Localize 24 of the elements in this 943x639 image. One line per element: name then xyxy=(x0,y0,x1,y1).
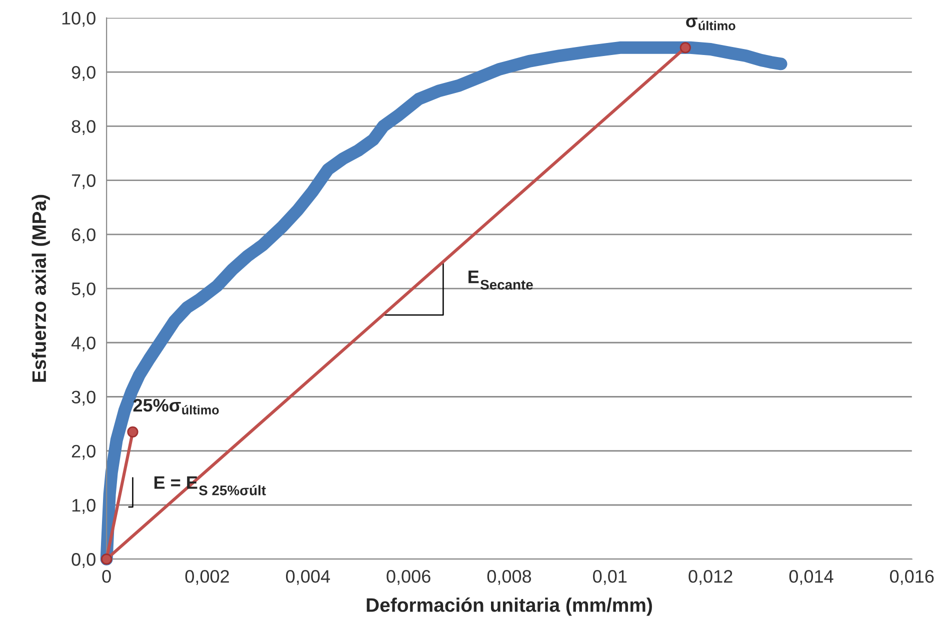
y-tick-label: 2,0 xyxy=(72,444,96,460)
y-tick-label: 1,0 xyxy=(72,498,96,514)
annotation: σ$_{último}$ xyxy=(686,18,736,30)
x-tick-label: 0,006 xyxy=(386,570,430,585)
x-tick-label: 0,016 xyxy=(890,570,934,585)
x-tick-label: 0,008 xyxy=(487,570,532,585)
y-tick-label: 8,0 xyxy=(72,120,96,135)
y-tick-label: 5,0 xyxy=(72,282,96,298)
y-tick-label: 10,0 xyxy=(62,12,96,27)
x-tick-label: 0 xyxy=(102,570,111,583)
y-tick-label: 7,0 xyxy=(72,174,96,190)
y-tick-label: 3,0 xyxy=(72,390,96,406)
x-tick-label: 0,002 xyxy=(185,570,229,585)
x-axis-title: Deformación unitaria (mm/mm) xyxy=(366,597,652,616)
y-tick-label: 4,0 xyxy=(71,336,96,352)
y-axis-title: Esfuerzo axial (MPa) xyxy=(32,194,50,382)
y-tick-label: 6,0 xyxy=(72,228,96,244)
y-tick-label: 0,0 xyxy=(72,553,96,568)
x-tick-label: 0,012 xyxy=(688,570,732,585)
x-tick-label: 0,014 xyxy=(789,570,834,585)
annotation: 25%σ$_{último}$ xyxy=(133,398,219,414)
x-tick-label: 0,004 xyxy=(286,570,330,585)
y-tick-label: 9,0 xyxy=(72,66,96,81)
x-tick-label: 0,01 xyxy=(593,570,627,585)
